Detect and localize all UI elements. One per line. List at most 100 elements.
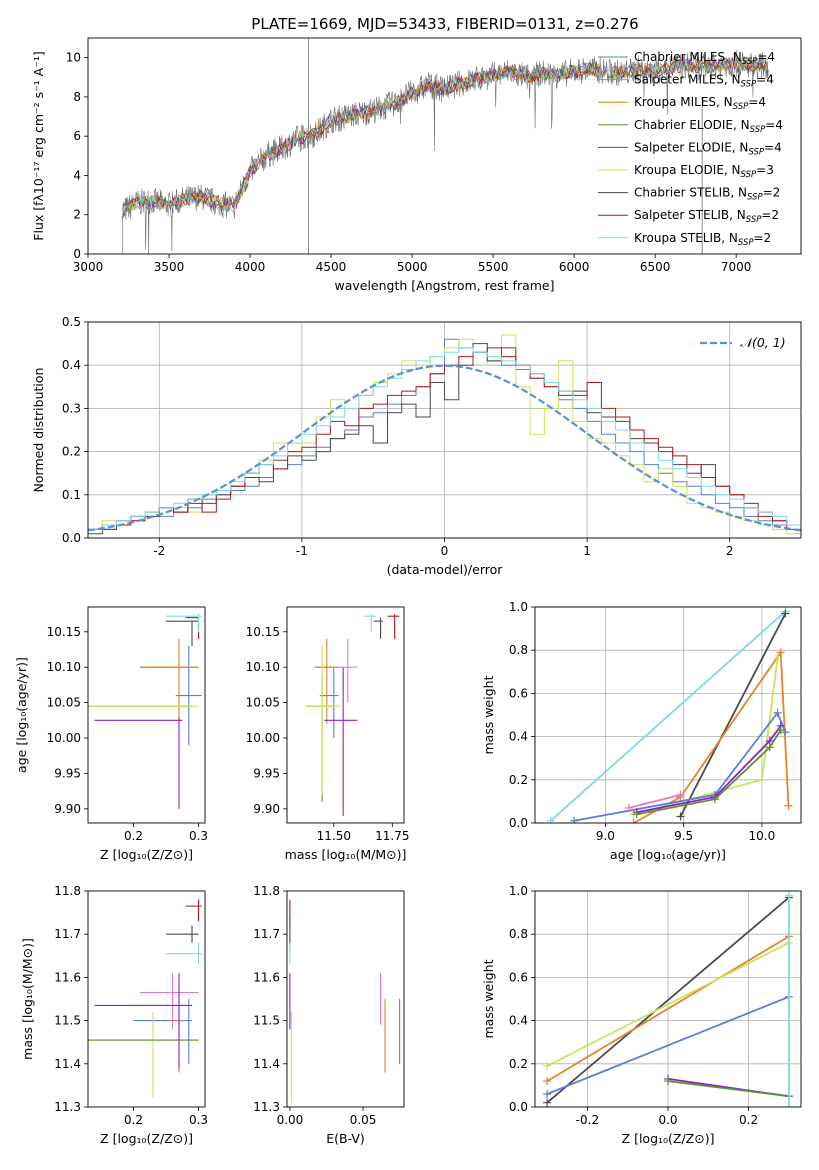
legend: 𝒩(0, 1) [700,335,786,350]
mass-weight-line [636,729,782,816]
axes-frame [286,890,405,1108]
plus-marker [543,1098,552,1107]
y-tick-label: 10.00 [47,731,81,745]
model-line [121,55,768,219]
y-tick-label: 10.05 [246,696,280,710]
x-axis-label: wavelength [Angstrom, rest frame] [334,278,554,293]
x-tick-label: 0.2 [124,829,143,843]
y-tick-label: 6 [73,129,81,143]
model-line [121,57,768,219]
y-tick-label: 0.2 [509,1057,528,1071]
plus-marker [570,816,579,823]
x-axis-label: E(B-V) [326,1131,365,1146]
plus-marker [632,810,641,819]
model-line [121,56,768,219]
x-tick-label: 11.50 [317,829,351,843]
x-tick-label: 1 [583,544,591,558]
x-tick-label: 0.3 [189,829,208,843]
x-axis-label: Z [log₁₀(Z/Z⊙)] [622,1131,715,1146]
y-tick-label: 0.2 [509,773,528,787]
y-tick-label: 11.3 [253,1100,280,1114]
y-tick-label: 10.10 [47,660,81,674]
x-tick-label: 0.00 [277,1113,304,1127]
x-tick-label: 10.0 [749,829,776,843]
plus-marker [543,1077,552,1086]
plus-marker [629,819,638,823]
y-tick-label: 10.15 [47,625,81,639]
y-tick-label: 4 [73,168,81,182]
spectrum-lines [120,38,769,254]
y-axis-label: Flux [fλ10⁻¹⁷ erg cm⁻² s⁻¹ A⁻¹] [31,51,46,240]
plus-marker [676,790,685,799]
y-tick-label: 11.7 [54,927,81,941]
y-tick-label: 10.05 [47,696,81,710]
legend-label: Kroupa STELIB, NSSP=2 [634,231,771,248]
y-tick-label: 0.6 [509,970,528,984]
y-axis-label: mass [log₁₀(M/M⊙)] [20,938,35,1060]
y-tick-label: 0.1 [62,488,81,502]
y-tick-label: 0.5 [62,315,81,329]
y-tick-label: 0.2 [62,445,81,459]
legend-label: Salpeter STELIB, NSSP=2 [634,208,779,225]
error-bars [289,899,401,1103]
y-axis-label: age [log₁₀(age/yr)] [14,657,29,773]
y-tick-label: 1.0 [509,884,528,898]
y-tick-label: 1.0 [509,600,528,614]
legend-label: Chabrier STELIB, NSSP=2 [634,186,780,203]
plus-marker [781,609,790,618]
x-axis-label: (data-model)/error [387,562,504,577]
y-tick-label: 0.0 [509,816,528,830]
mass-weight-line [679,613,787,817]
plus-marker [765,743,774,752]
plus-marker [776,726,785,735]
y-tick-label: 11.4 [54,1057,81,1071]
x-tick-label: 6000 [559,260,590,274]
x-tick-label: 4000 [235,260,266,274]
plus-marker [781,728,790,737]
x-axis-label: age [log₁₀(age/yr)] [610,847,726,862]
legend-label: Salpeter ELODIE, NSSP=4 [634,140,782,157]
y-tick-label: 11.8 [54,884,81,898]
axes-frame [534,890,802,1108]
axes-frame [87,890,206,1108]
x-tick-label: -0.2 [576,1113,599,1127]
y-tick-label: 0.8 [509,643,528,657]
legend-label: Kroupa ELODIE, NSSP=3 [634,163,774,180]
y-tick-label: 11.4 [253,1057,280,1071]
x-axis-label: mass [log₁₀(M/M⊙)] [285,847,407,862]
y-tick-label: 0.4 [62,358,81,372]
plus-marker [543,1090,552,1099]
axes-frame [87,321,802,539]
x-tick-label: 0 [441,544,449,558]
legend-label: Chabrier ELODIE, NSSP=4 [634,118,783,135]
y-tick-label: 11.6 [54,970,81,984]
plus-marker [784,891,793,900]
x-tick-label: 0.2 [739,1113,758,1127]
y-tick-label: 0.3 [62,401,81,415]
x-tick-label: 9.0 [596,829,615,843]
plus-marker [773,708,782,717]
legend-label: Chabrier MILES, NSSP=4 [634,50,775,67]
mass-weight-line [546,941,790,1067]
normal-curve [88,364,801,532]
plus-marker [776,648,785,657]
legend-label: Kroupa MILES, NSSP=4 [634,95,766,112]
mass-weight-line [628,794,681,809]
y-tick-label: 9.95 [54,766,81,780]
y-tick-label: 0 [73,247,81,261]
x-tick-label: 5500 [478,260,509,274]
x-tick-label: -2 [153,544,165,558]
y-tick-label: 11.8 [253,884,280,898]
error-bars [88,614,202,809]
panel-age-vs-Z: 0.2 0.3 9.90 9.95 10.00 10.05 10.10 10.15 Z [log… [14,606,208,862]
x-tick-label: 0.0 [658,1113,677,1127]
x-tick-label: 9.5 [674,829,693,843]
plus-marker [757,775,766,784]
x-tick-label: 7000 [721,260,752,274]
y-axis-label: Normed distribution [31,368,46,493]
plus-marker [664,1077,672,1086]
y-tick-label: 0.0 [62,531,81,545]
axes-frame [286,606,405,824]
axes-frame [87,606,206,824]
